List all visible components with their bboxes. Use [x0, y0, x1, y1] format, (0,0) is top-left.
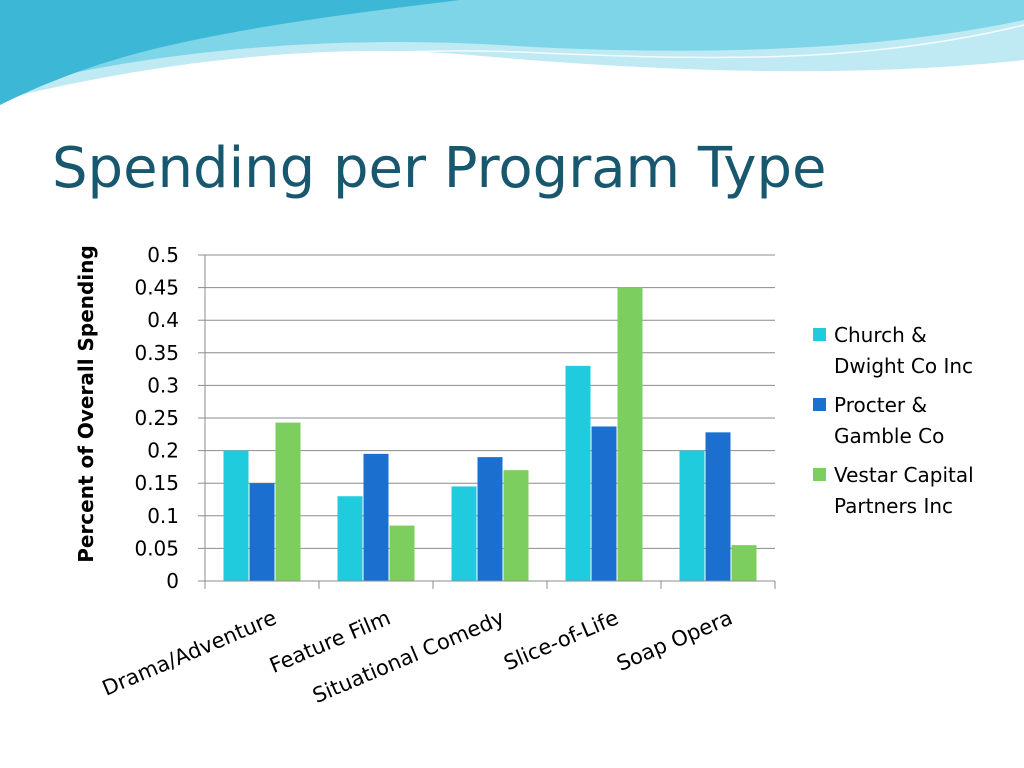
y-tick-label: 0.5 [147, 243, 179, 267]
y-tick-label: 0 [166, 569, 179, 593]
y-tick-label: 0.25 [134, 406, 179, 430]
bar-2-5 [705, 432, 731, 581]
bar-2-4 [591, 426, 617, 581]
bar-2-3 [477, 457, 503, 581]
bars [223, 287, 757, 581]
y-tick-label: 0.45 [134, 276, 179, 300]
legend: Church & Dwight Co Inc Procter & Gamble Co V… [813, 323, 974, 518]
wave-line [0, 24, 1024, 109]
bar-1-3 [451, 486, 477, 581]
bar-1-4 [565, 365, 591, 581]
y-tick-labels: 0 0.05 0.1 0.15 0.2 0.25 0.3 0.35 0.4 0.45 0.5 [134, 243, 179, 593]
slide-title: Spending per Program Type [52, 136, 827, 201]
legend-label: Church & [834, 323, 927, 347]
bar-3-5 [731, 545, 757, 581]
category-label: Soap Opera [613, 606, 736, 676]
bar-3-2 [389, 525, 415, 581]
bar-3-4 [617, 287, 643, 581]
y-tick-label: 0.1 [147, 504, 179, 528]
y-tick-label: 0.4 [147, 308, 179, 332]
legend-label: Gamble Co [834, 424, 944, 448]
legend-label: Partners Inc [834, 494, 953, 518]
legend-swatch-2 [813, 398, 826, 411]
legend-label: Procter & [834, 393, 927, 417]
header-wave-decoration [0, 0, 1024, 109]
legend-swatch-3 [813, 468, 826, 481]
wave-dark [0, 0, 460, 105]
bar-1-5 [679, 450, 705, 581]
legend-label: Dwight Co Inc [834, 354, 973, 378]
category-label: Slice-of-Life [500, 606, 622, 676]
y-tick-label: 0.3 [147, 373, 179, 397]
legend-label: Vestar Capital [834, 463, 974, 487]
legend-swatch-1 [813, 328, 826, 341]
bar-2-2 [363, 453, 389, 581]
y-axis-title: Percent of Overall Spending [74, 245, 98, 563]
bar-1-2 [337, 496, 363, 581]
bar-3-1 [275, 422, 301, 581]
y-tick-label: 0.05 [134, 536, 179, 560]
y-tick-label: 0.35 [134, 341, 179, 365]
category-label: Drama/Adventure [99, 606, 280, 701]
axes [204, 255, 776, 589]
y-tick-label: 0.2 [147, 439, 179, 463]
bar-3-3 [503, 470, 529, 581]
bar-2-1 [249, 483, 275, 581]
category-label: Situational Comedy [309, 606, 508, 709]
y-tick-label: 0.15 [134, 471, 179, 495]
bar-1-1 [223, 450, 249, 581]
